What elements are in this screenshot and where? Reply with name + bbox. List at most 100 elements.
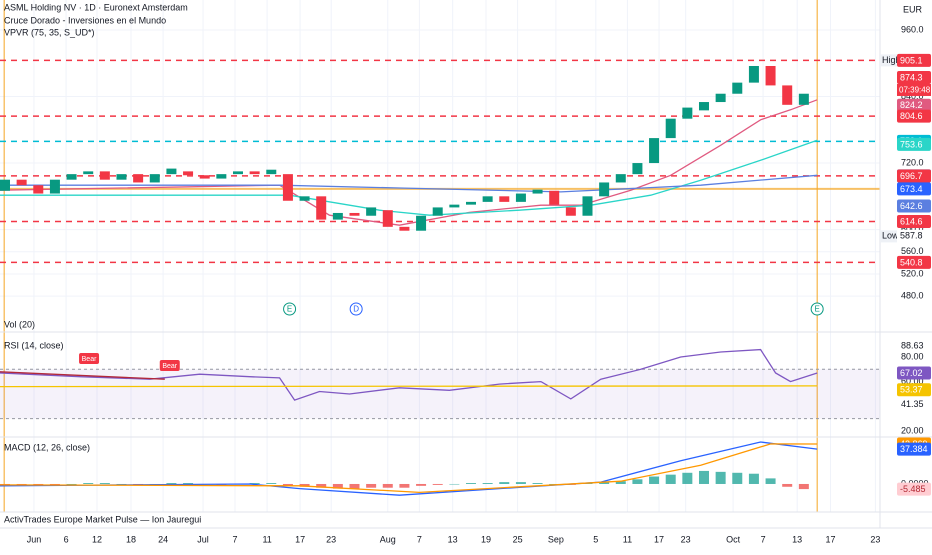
histogram-bar: [782, 483, 793, 487]
x-tick-label: 11: [623, 534, 632, 544]
signal-badge: [159, 359, 180, 371]
histogram-bar: [465, 483, 476, 484]
histogram-bar: [332, 483, 343, 489]
x-tick-label: 6: [64, 534, 69, 544]
histogram-bar: [282, 483, 293, 486]
indicator-line: [0, 174, 818, 193]
histogram-bar: [532, 483, 543, 484]
histogram-bar: [649, 476, 660, 484]
price-tag: [897, 70, 931, 84]
histogram-bar: [615, 481, 626, 484]
x-tick-label: 5: [593, 534, 598, 544]
candle: [266, 169, 277, 175]
x-tick-label: 23: [681, 534, 691, 544]
indicator-line: [0, 99, 818, 226]
indicator-label: Cruce Dorado - Inversiones en el Mundo: [4, 15, 166, 25]
price-tag-label: 874.3: [900, 72, 923, 82]
price-tag: [897, 255, 931, 269]
price-tag: [897, 169, 931, 183]
candle: [99, 171, 110, 180]
price-tag-label: 540.8: [900, 257, 923, 267]
price-tag: [897, 53, 931, 67]
price-tag-label: 696.7: [900, 171, 923, 181]
signal-label: Bear: [162, 363, 177, 370]
histogram-bar: [748, 473, 759, 484]
candle: [632, 163, 643, 175]
indicator-line: [0, 385, 818, 388]
histogram-bar: [732, 472, 743, 484]
candle: [299, 196, 310, 201]
candle: [665, 118, 676, 139]
price-tag: [897, 442, 931, 456]
x-tick-label: 13: [448, 534, 458, 544]
x-tick-label: 18: [126, 534, 136, 544]
rsi-band: [0, 369, 880, 419]
histogram-bar: [765, 478, 776, 484]
extreme-label: Low: [882, 231, 899, 241]
y-tick-label: 560.0: [901, 246, 924, 256]
event-label: D: [353, 305, 359, 314]
histogram-bar: [83, 483, 94, 484]
candle: [765, 65, 776, 86]
candle: [199, 175, 210, 179]
extreme-tag: [897, 229, 931, 243]
price-tag: [897, 199, 931, 213]
candle: [748, 65, 759, 83]
x-tick-label: 7: [232, 534, 237, 544]
candle: [615, 174, 626, 183]
candle: [449, 204, 460, 208]
candle: [216, 174, 227, 179]
x-tick-label: 24: [158, 534, 168, 544]
price-tag-label: 905.1: [900, 55, 923, 65]
histogram-bar: [665, 474, 676, 484]
indicator-line: [0, 348, 818, 401]
histogram-bar: [316, 483, 327, 488]
x-tick-label: 17: [825, 534, 835, 544]
y-tick-label: 520.0: [901, 268, 924, 278]
histogram-bar: [66, 483, 77, 485]
pane-title: MACD (12, 26, close): [4, 442, 90, 452]
candle: [432, 207, 443, 216]
histogram-bar: [798, 483, 809, 490]
event-label: E: [287, 305, 292, 314]
candle: [149, 174, 160, 183]
signal-label: Bear: [82, 356, 97, 363]
price-tags: High Low 587.8 905.1 874.3 07:39:48 824.2804.6…: [880, 53, 931, 496]
candle: [316, 196, 327, 220]
x-tick-label: 17: [295, 534, 305, 544]
histogram-bar: [432, 483, 443, 485]
candle: [732, 82, 743, 94]
price-tag: [897, 182, 931, 196]
candle: [133, 174, 144, 183]
candle: [166, 168, 177, 175]
price-tag-label: 614.6: [900, 216, 923, 226]
candle: [698, 102, 709, 111]
event-icon: [810, 302, 824, 316]
x-tick-label: Aug: [380, 534, 396, 544]
x-tick-label: 19: [481, 534, 491, 544]
histogram-bar: [116, 483, 127, 485]
price-tag-label: 37.384: [900, 444, 928, 454]
candle: [532, 189, 543, 194]
y-tick-label: 41.35: [901, 399, 924, 409]
candle: [649, 138, 660, 164]
candle: [33, 185, 44, 194]
price-tag: [897, 137, 931, 151]
histogram-bar: [715, 471, 726, 484]
histogram-bar: [266, 483, 277, 484]
y-tick-label: 88.63: [901, 341, 924, 351]
histogram-bar: [632, 479, 643, 484]
x-tick-label: Sep: [548, 534, 564, 544]
extreme-box: [880, 54, 897, 67]
y-tick-label: 80.00: [901, 351, 924, 361]
histogram-bar: [249, 483, 260, 484]
signal-badge: [79, 352, 100, 364]
x-tick-label: 11: [262, 534, 271, 544]
candle: [116, 174, 127, 180]
x-tick-label: Oct: [726, 534, 741, 544]
y-tick-label: 20.00: [901, 425, 924, 435]
price-tag-label: 824.2: [900, 100, 923, 110]
event-icon: [283, 302, 297, 316]
price-tag-label: 804.6: [900, 111, 923, 121]
indicator-line: [0, 139, 818, 216]
